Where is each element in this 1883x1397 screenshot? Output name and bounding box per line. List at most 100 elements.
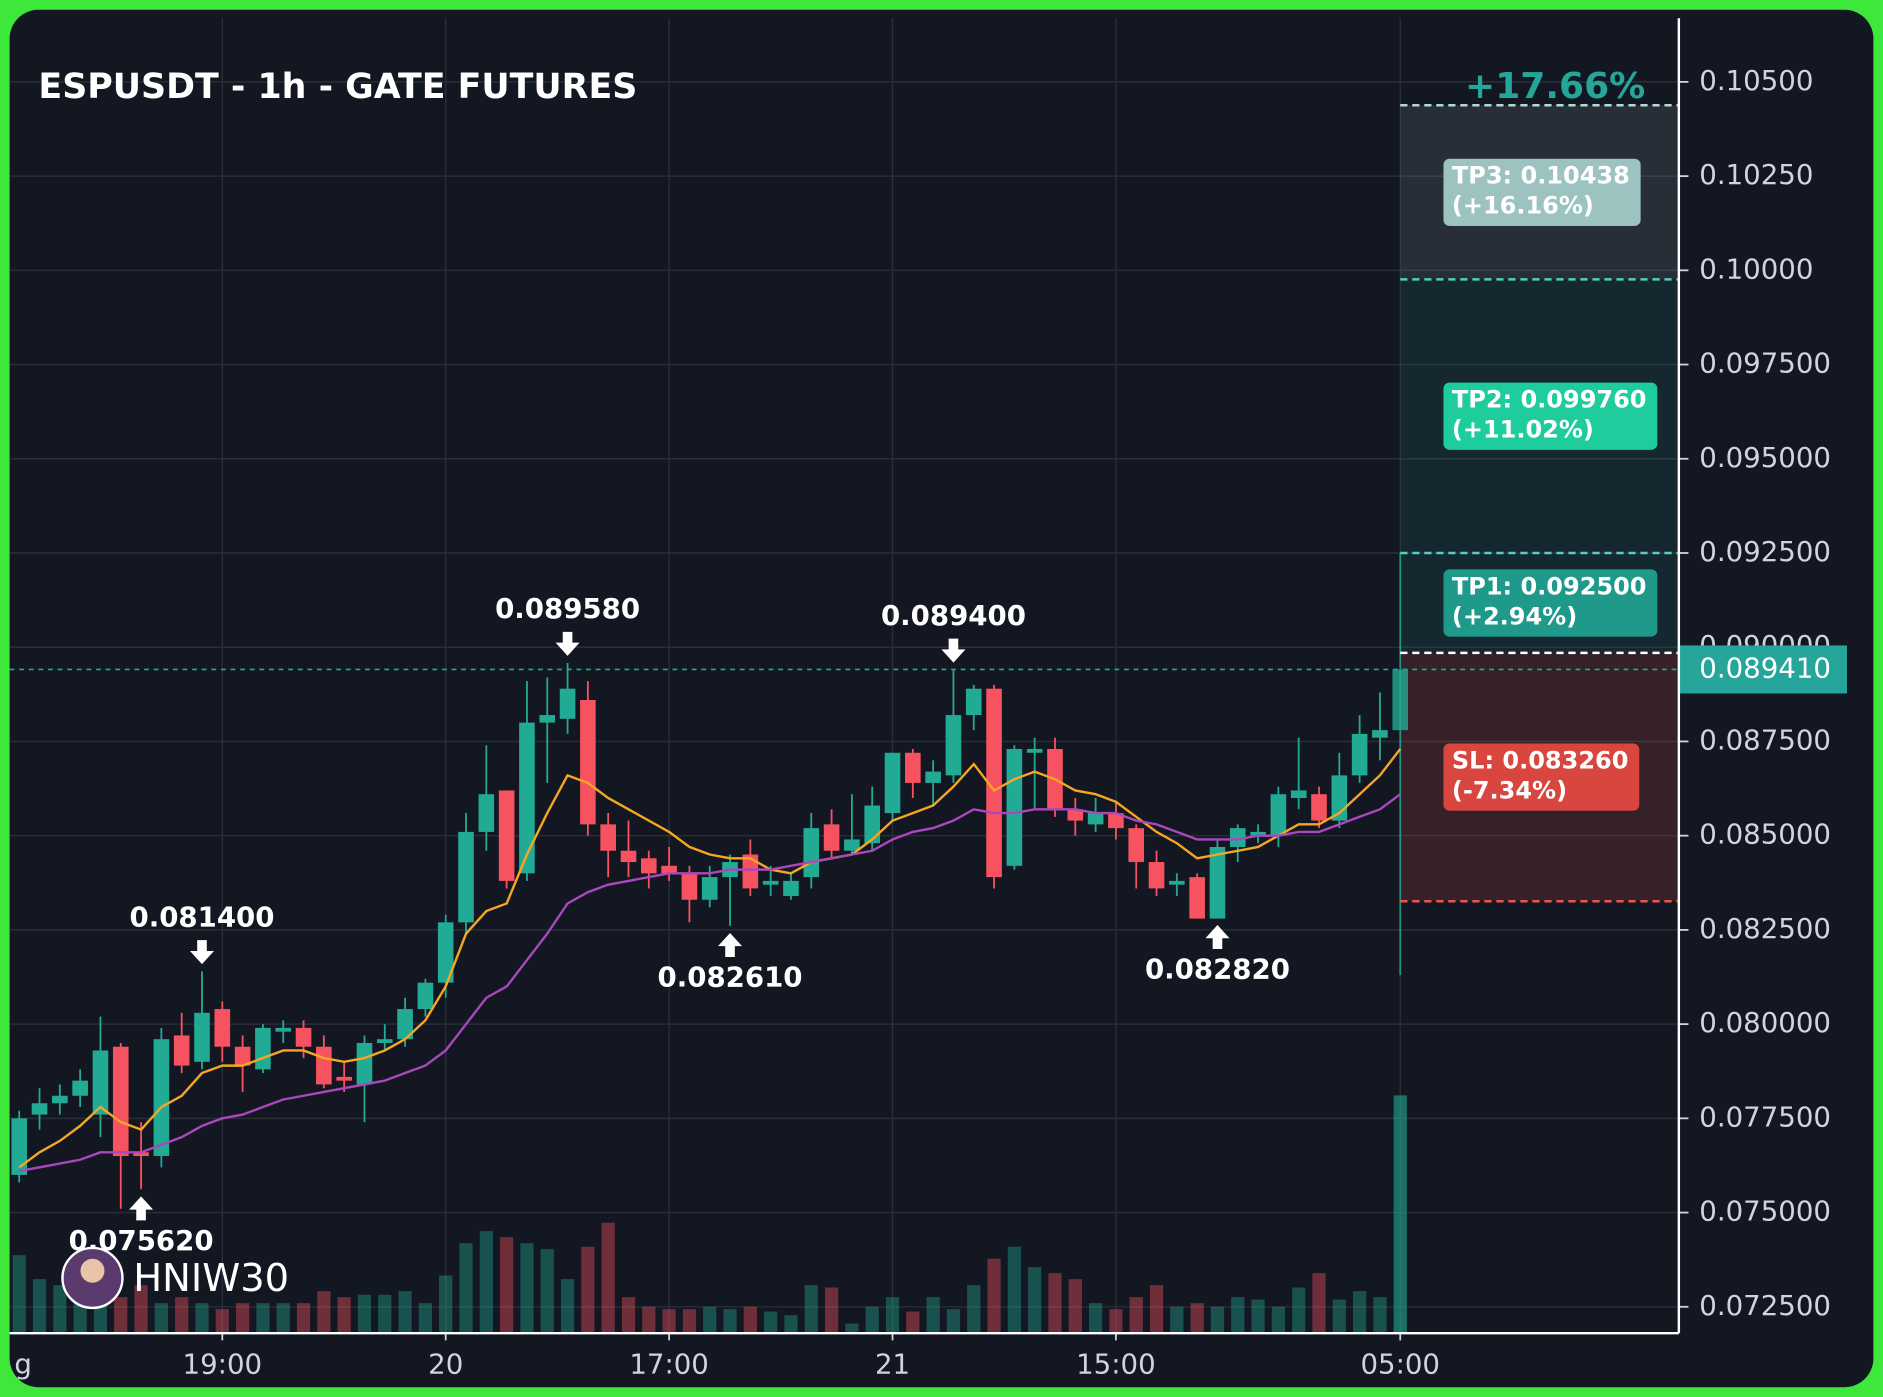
- candle-body: [1351, 733, 1368, 776]
- volume-bar: [1353, 1291, 1367, 1334]
- volume-bar: [1312, 1273, 1326, 1334]
- volume-bar: [520, 1243, 534, 1334]
- arrow-down: [555, 631, 580, 656]
- volume-bar: [743, 1306, 757, 1334]
- candle-body: [742, 854, 759, 889]
- candle-body: [194, 1012, 210, 1062]
- candle-body: [376, 1039, 393, 1043]
- candle-body: [600, 824, 616, 851]
- candle-body: [52, 1095, 68, 1104]
- volume-bar: [987, 1258, 1001, 1334]
- y-tick-label: 0.10250: [1699, 158, 1813, 191]
- arrow-up: [718, 932, 743, 957]
- volume-bar: [601, 1222, 615, 1334]
- volume-bar: [784, 1315, 798, 1334]
- candle-body: [316, 1046, 332, 1085]
- candle-body: [1148, 862, 1165, 889]
- candle-body: [1290, 790, 1307, 798]
- last-price-label: 0.089410: [1699, 651, 1831, 684]
- y-tick-label: 0.097500: [1699, 347, 1831, 380]
- volume-bar: [296, 1303, 311, 1334]
- volume-bar: [1373, 1297, 1387, 1334]
- y-tick-label: 0.072500: [1699, 1289, 1831, 1322]
- main-layer: 0.10500 0.10250 0.10000 0.097500 0.095000 0.0…: [9, 18, 1847, 1381]
- candle-body: [884, 752, 901, 814]
- volume-bar: [32, 1279, 47, 1334]
- x-tick-label: 21: [875, 1348, 910, 1381]
- candle-body: [397, 1009, 413, 1040]
- volume-bar: [764, 1311, 778, 1334]
- volume-bar: [357, 1294, 372, 1334]
- x-tick-label: g: [14, 1348, 32, 1381]
- high-label: 0.089580: [495, 592, 640, 625]
- volume-bar: [1109, 1309, 1123, 1334]
- last-price-badge: [1678, 645, 1847, 694]
- avatar-face: [80, 1258, 105, 1283]
- volume-bar: [378, 1294, 392, 1334]
- level-box: [1443, 569, 1658, 637]
- high-label: 0.089400: [881, 599, 1026, 632]
- candle-body: [762, 880, 779, 885]
- volume-bar: [621, 1297, 636, 1334]
- arrow-down: [941, 638, 966, 663]
- candle-body: [823, 824, 840, 851]
- volume-bar: [215, 1309, 229, 1334]
- candle-body: [1087, 813, 1104, 825]
- candle-body: [1270, 794, 1287, 836]
- candle-body: [1006, 748, 1023, 866]
- candle-body: [620, 850, 637, 863]
- volume-bar: [642, 1306, 656, 1334]
- candle-body: [640, 858, 657, 874]
- y-tick-label: 0.082500: [1699, 912, 1831, 945]
- volume-bar: [926, 1297, 940, 1334]
- candle-body: [92, 1050, 109, 1115]
- candle-body: [905, 752, 921, 783]
- candle-body: [925, 771, 941, 783]
- volume-bar: [1028, 1267, 1042, 1334]
- high-label: 0.081400: [130, 901, 275, 934]
- candle-body: [458, 831, 474, 923]
- volume-bar: [1088, 1303, 1103, 1334]
- candle-body: [1229, 828, 1246, 847]
- candle-body: [1128, 828, 1145, 863]
- volume-bar: [439, 1275, 453, 1334]
- candle-body: [11, 1118, 28, 1175]
- arrow-up: [1205, 925, 1230, 950]
- volume-bar: [1190, 1303, 1204, 1334]
- volume-bar: [1332, 1299, 1346, 1334]
- candle-body: [31, 1103, 48, 1115]
- candle-body: [72, 1080, 88, 1096]
- x-tick-label: 19:00: [183, 1348, 263, 1381]
- x-tick-label: 17:00: [629, 1348, 709, 1381]
- candle-body: [1189, 877, 1205, 919]
- x-tick-label: 05:00: [1360, 1348, 1440, 1381]
- candle-body: [1250, 831, 1266, 836]
- volume-bar: [276, 1303, 290, 1334]
- y-tick-label: 0.075000: [1699, 1195, 1831, 1228]
- volume-bar: [967, 1285, 981, 1334]
- y-tick-label: 0.10500: [1699, 64, 1813, 97]
- level-box: [1443, 158, 1641, 226]
- volume-bar: [1170, 1306, 1184, 1334]
- candle-body: [356, 1042, 373, 1085]
- candle-body: [295, 1027, 312, 1047]
- volume-bar: [885, 1297, 900, 1334]
- candle-body: [1372, 730, 1388, 738]
- ma-line: [18, 793, 1401, 1173]
- volume-bar: [236, 1303, 250, 1334]
- volume-bar: [581, 1246, 595, 1334]
- volume-bar: [804, 1285, 818, 1334]
- watermark: HNIW30: [133, 1256, 289, 1301]
- candle-body: [336, 1076, 352, 1081]
- candle-body: [275, 1027, 292, 1032]
- candle-body: [153, 1039, 170, 1157]
- volume-bar: [337, 1297, 351, 1334]
- level-change: (+11.02%): [1452, 416, 1594, 444]
- level-label: TP1: 0.092500: [1452, 572, 1647, 600]
- level-label: SL: 0.083260: [1452, 746, 1629, 774]
- y-tick-label: 0.10000: [1699, 252, 1813, 285]
- level-box: [1443, 743, 1640, 811]
- candle-body: [559, 688, 576, 719]
